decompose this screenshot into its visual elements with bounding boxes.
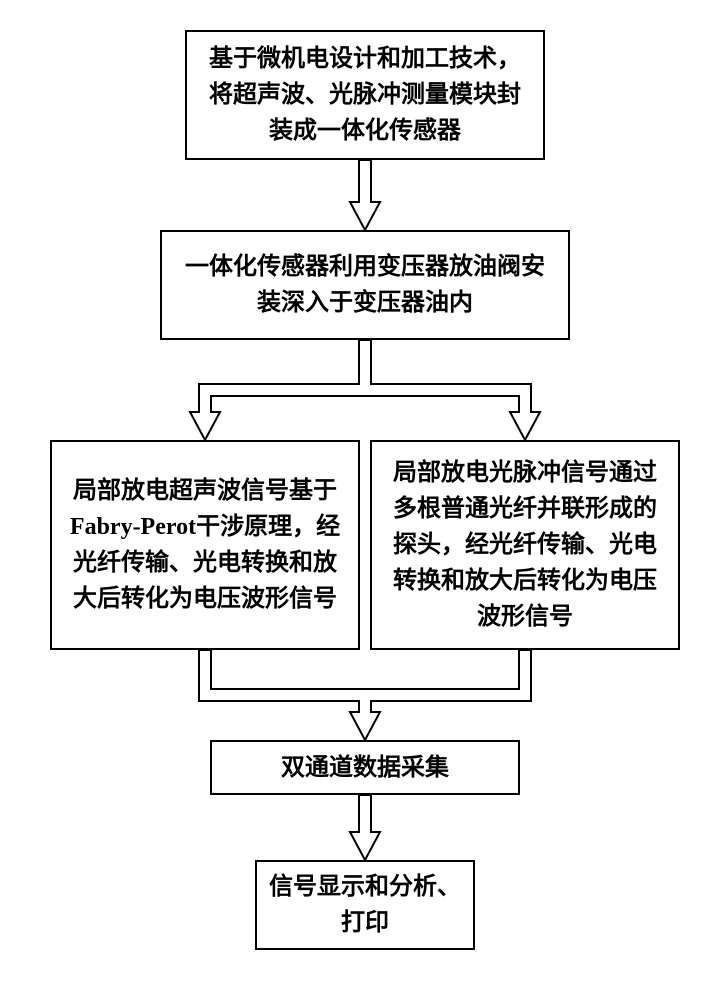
arrow-merge bbox=[0, 0, 720, 1000]
